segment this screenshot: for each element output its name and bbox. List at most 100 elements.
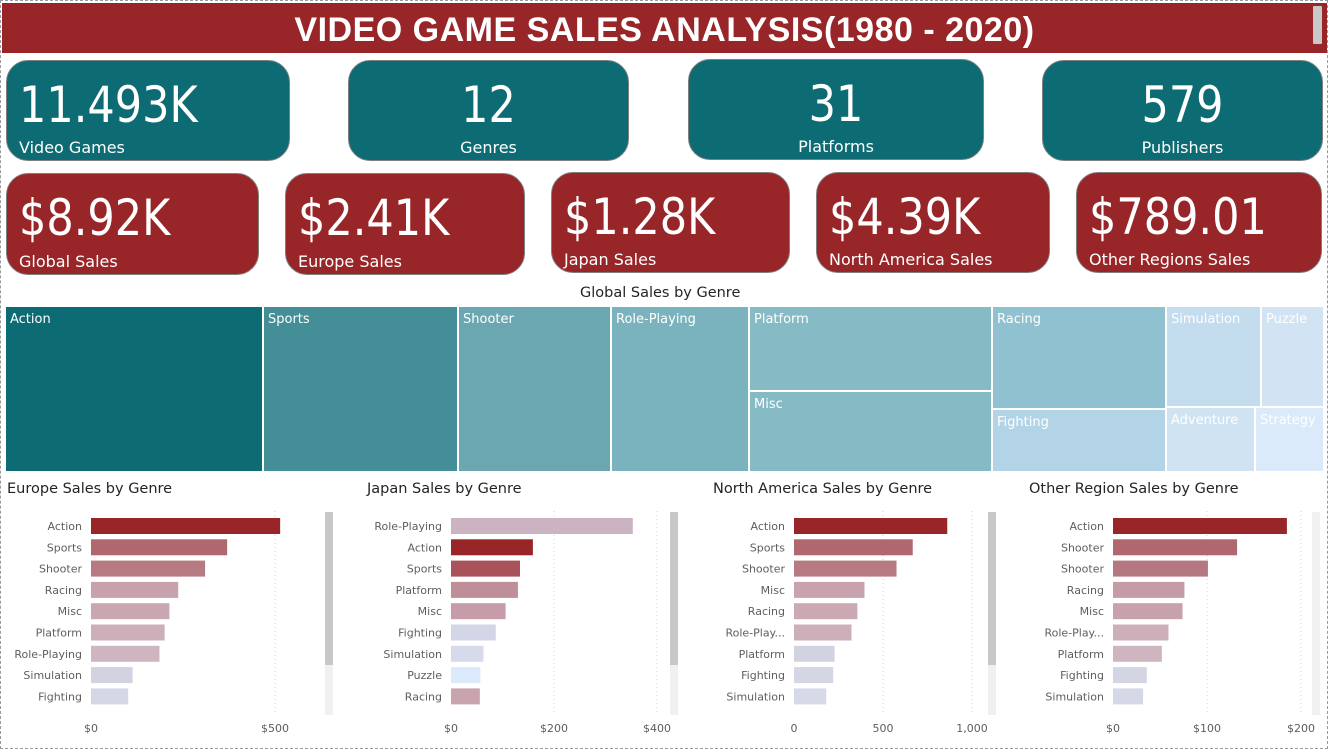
category-label: Shooter: [39, 563, 82, 576]
kpi-card-europe-sales[interactable]: $2.41K Europe Sales: [285, 173, 525, 275]
category-label: Simulation: [383, 648, 442, 661]
bar: [794, 603, 858, 620]
bar: [1113, 518, 1287, 534]
category-label: Racing: [748, 605, 785, 618]
treemap-tile-platform[interactable]: Platform: [750, 307, 993, 392]
bar: [451, 560, 521, 577]
treemap-tile-label: Strategy: [1260, 413, 1316, 428]
x-tick-label: $0: [1106, 722, 1120, 735]
category-label: Misc: [761, 584, 785, 597]
bar: [794, 688, 827, 705]
kpi-card-publishers[interactable]: 579 Publishers: [1042, 60, 1323, 161]
x-tick-label: $500: [261, 722, 289, 735]
bar: [794, 581, 865, 598]
kpi-card-other-regions-sales[interactable]: $789.01 Other Regions Sales: [1076, 172, 1322, 273]
kpi-value: $1.28K: [564, 188, 716, 246]
category-label: Misc: [418, 605, 442, 618]
bar: [1113, 560, 1208, 577]
bar: [91, 667, 133, 684]
other-region-chart-title: Other Region Sales by Genre: [1029, 481, 1239, 497]
kpi-card-genres[interactable]: 12 Genres: [348, 60, 629, 161]
x-tick-label: $200: [540, 722, 568, 735]
category-label: Puzzle: [407, 669, 442, 682]
treemap-tile-strategy[interactable]: Strategy: [1256, 408, 1323, 473]
kpi-label: Other Regions Sales: [1089, 250, 1251, 269]
europe-chart-title: Europe Sales by Genre: [7, 481, 173, 497]
bar: [91, 645, 160, 662]
category-label: Sports: [750, 541, 786, 554]
kpi-label: Europe Sales: [298, 252, 402, 271]
chart-scrollbar-thumb[interactable]: [670, 512, 678, 665]
bar: [451, 518, 633, 534]
kpi-card-japan-sales[interactable]: $1.28K Japan Sales: [551, 172, 790, 273]
chart-scrollbar-thumb[interactable]: [988, 512, 996, 665]
dashboard-title: VIDEO GAME SALES ANALYSIS(1980 - 2020): [2, 3, 1327, 53]
category-label: Action: [408, 541, 442, 554]
x-tick-label: $400: [643, 722, 671, 735]
kpi-label: Global Sales: [19, 252, 118, 271]
bar: [1113, 688, 1144, 705]
treemap-tile-label: Racing: [997, 312, 1041, 327]
bar: [794, 667, 834, 684]
x-tick-label: 1,000: [956, 722, 988, 735]
category-label: Simulation: [23, 669, 82, 682]
kpi-card-north-america-sales[interactable]: $4.39K North America Sales: [816, 172, 1050, 273]
category-label: Platform: [1058, 648, 1104, 661]
bar: [91, 688, 129, 705]
europe-sales-chart: $0 $500 Action Sports Shooter Racing Misc Platf…: [0, 505, 336, 741]
kpi-label: Japan Sales: [564, 250, 657, 269]
treemap-tile-action[interactable]: Action: [6, 307, 264, 473]
treemap-tile-racing[interactable]: Racing: [993, 307, 1167, 410]
treemap-tile-label: Puzzle: [1266, 312, 1308, 327]
kpi-card-global-sales[interactable]: $8.92K Global Sales: [6, 173, 259, 275]
category-label: Shooter: [1061, 563, 1104, 576]
category-label: Platform: [396, 584, 442, 597]
bar: [1113, 539, 1238, 556]
category-label: Role-Play...: [1044, 627, 1104, 640]
treemap-tile-simulation[interactable]: Simulation: [1167, 307, 1262, 408]
treemap-tile-label: Platform: [754, 312, 809, 327]
treemap-tile-adventure[interactable]: Adventure: [1167, 408, 1256, 473]
bar: [91, 624, 165, 641]
kpi-card-video-games[interactable]: 11.493K Video Games: [6, 60, 290, 161]
kpi-card-platforms[interactable]: 31 Platforms: [688, 59, 984, 160]
treemap-tile-role-playing[interactable]: Role-Playing: [612, 307, 750, 473]
treemap-tile-puzzle[interactable]: Puzzle: [1262, 307, 1323, 408]
europe-sales-bars: $0 $500 Action Sports Shooter Racing Misc Platf…: [14, 511, 289, 735]
north-america-sales-chart: 0 500 1,000 Action Sports Shooter Misc Racing Ro…: [690, 505, 1000, 741]
treemap-tile-label: Shooter: [463, 312, 514, 327]
japan-sales-bars: $0 $200 $400 Role-Playing Action Sports Platfo…: [374, 511, 671, 735]
bar: [91, 518, 281, 534]
category-label: Action: [1070, 520, 1104, 533]
category-label: Sports: [47, 541, 83, 554]
japan-chart-title: Japan Sales by Genre: [367, 481, 522, 497]
kpi-value: $789.01: [1089, 188, 1267, 246]
bar: [451, 603, 506, 620]
category-label: Platform: [739, 648, 785, 661]
bar: [451, 581, 518, 598]
bar: [91, 560, 206, 577]
x-tick-label: $0: [84, 722, 98, 735]
treemap-tile-label: Sports: [268, 312, 310, 327]
category-label: Platform: [36, 627, 82, 640]
chart-scrollbar-thumb[interactable]: [325, 512, 333, 665]
bar: [794, 539, 913, 556]
page-scrollbar-thumb[interactable]: [1313, 6, 1322, 44]
category-label: Racing: [45, 584, 82, 597]
treemap-tile-label: Action: [10, 312, 51, 327]
treemap-tile-misc[interactable]: Misc: [750, 392, 993, 473]
treemap-tile-sports[interactable]: Sports: [264, 307, 459, 473]
x-tick-label: $0: [444, 722, 458, 735]
chart-scrollbar-track[interactable]: [1312, 512, 1320, 715]
bar: [91, 603, 170, 620]
category-label: Action: [751, 520, 785, 533]
bar: [451, 645, 484, 662]
bar: [451, 688, 480, 705]
category-label: Racing: [405, 690, 442, 703]
treemap-tile-fighting[interactable]: Fighting: [993, 410, 1167, 473]
kpi-label: Video Games: [19, 138, 125, 157]
bar: [1113, 581, 1185, 598]
bar: [451, 667, 481, 684]
treemap-tile-shooter[interactable]: Shooter: [459, 307, 612, 473]
treemap-tile-label: Role-Playing: [616, 312, 696, 327]
